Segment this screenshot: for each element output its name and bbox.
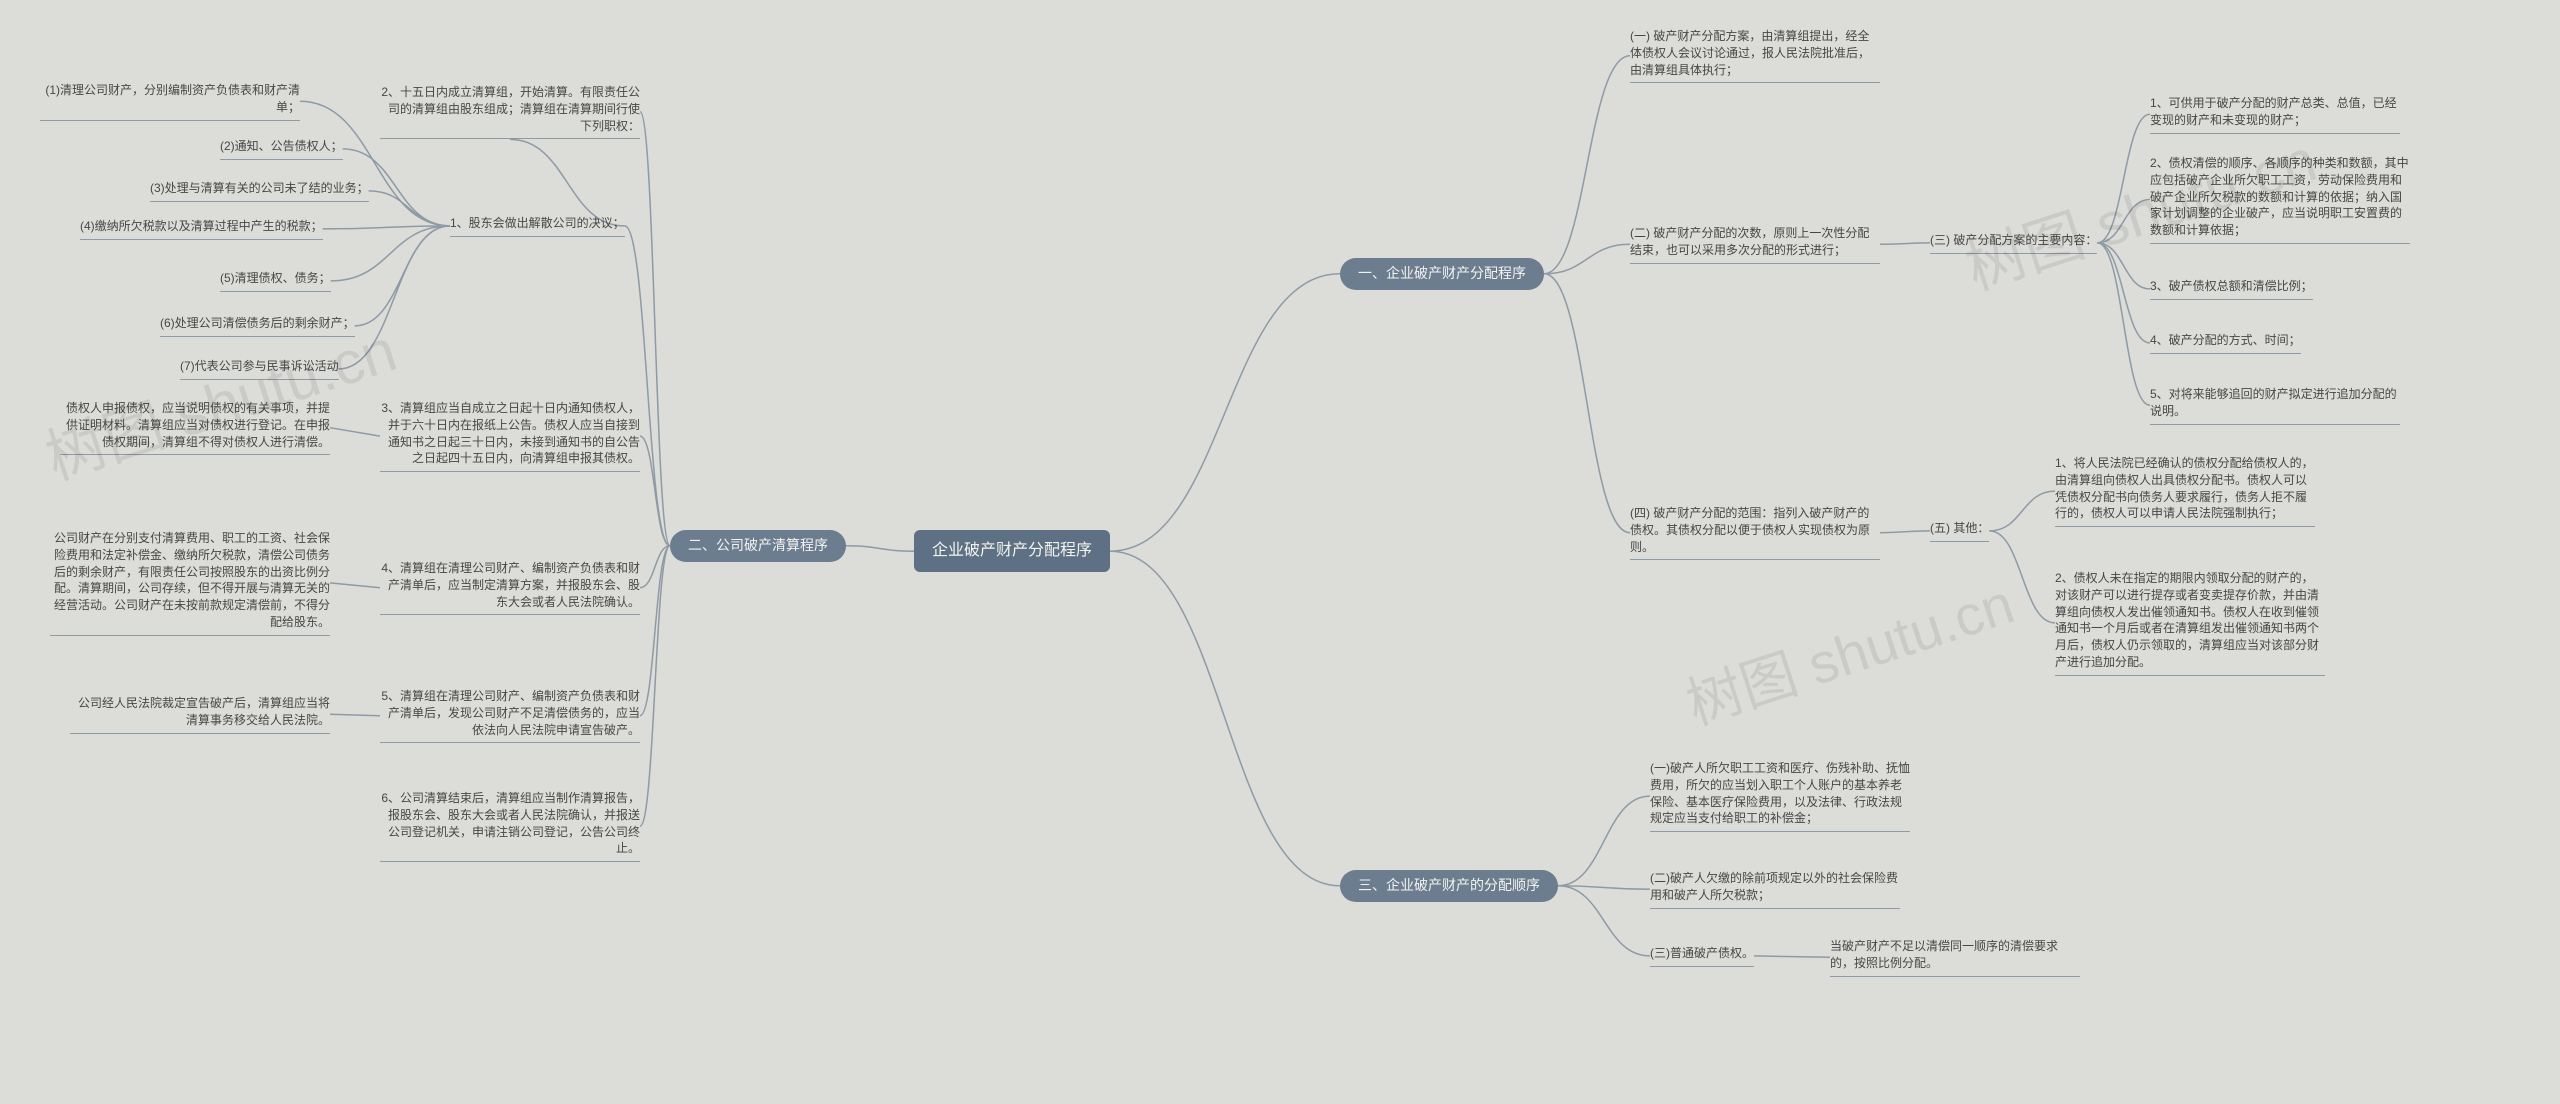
leaf-h5: 5、清算组在清理公司财产、编制资产负债表和财产清单后，发现公司财产不足清偿债务的… [380, 688, 640, 743]
leaf-h2: 2、十五日内成立清算组，开始清算。有限责任公司的清算组由股东组成；清算组在清算期… [380, 84, 640, 139]
leaf-f2: 2、债权人未在指定的期限内领取分配的财产的，对该财产可以进行提存或者变卖提存价款… [2055, 570, 2325, 676]
leaf-i6: (6)处理公司清偿债务后的剩余财产； [160, 315, 355, 337]
leaf-d1: (三) 破产分配方案的主要内容： [1930, 232, 2097, 254]
leaf-g3-detail: 当破产财产不足以清偿同一顺序的清偿要求的，按照比例分配。 [1830, 938, 2080, 977]
leaf-i4: (4)缴纳所欠税款以及清算过程中产生的税款； [80, 218, 323, 240]
leaf-f1: 1、将人民法院已经确认的债权分配给债权人的，由清算组向债权人出具债权分配书。债权… [2055, 455, 2315, 527]
leaf-e3: 3、破产债权总额和清偿比例； [2150, 278, 2313, 300]
leaf-c1: (一) 破产财产分配方案，由清算组提出，经全体债权人会议讨论通过，报人民法院批准… [1630, 28, 1880, 83]
leaf-i7: (7)代表公司参与民事诉讼活动 [180, 358, 339, 380]
leaf-d5: (五) 其他： [1930, 520, 1989, 542]
leaf-i3: (3)处理与清算有关的公司未了结的业务； [150, 180, 369, 202]
watermark-3: 树图 shutu.cn [1675, 559, 2023, 741]
leaf-h5-detail: 公司经人民法院裁定宣告破产后，清算组应当将清算事务移交给人民法院。 [70, 695, 330, 734]
leaf-c4: (四) 破产财产分配的范围：指列入破产财产的债权。其债权分配以便于债权人实现债权… [1630, 505, 1880, 560]
leaf-g2: (二)破产人欠缴的除前项规定以外的社会保险费用和破产人所欠税款； [1650, 870, 1900, 909]
leaf-h4-detail: 公司财产在分别支付清算费用、职工的工资、社会保险费用和法定补偿金、缴纳所欠税款，… [50, 530, 330, 636]
leaf-c2: (二) 破产财产分配的次数，原则上一次性分配结束，也可以采用多次分配的形式进行； [1630, 225, 1880, 264]
leaf-e4: 4、破产分配的方式、时间； [2150, 332, 2301, 354]
leaf-g3: (三)普通破产债权。 [1650, 945, 1754, 967]
leaf-h6: 6、公司清算结束后，清算组应当制作清算报告，报股东会、股东大会或者人民法院确认，… [380, 790, 640, 862]
branch-b2: 二、公司破产清算程序 [670, 530, 846, 562]
branch-b3: 三、企业破产财产的分配顺序 [1340, 870, 1558, 902]
leaf-e2: 2、债权清偿的顺序、各顺序的种类和数额，其中应包括破产企业所欠职工工资，劳动保险… [2150, 155, 2410, 244]
root-node: 企业破产财产分配程序 [914, 530, 1110, 572]
leaf-h3: 3、清算组应当自成立之日起十日内通知债权人，并于六十日内在报纸上公告。债权人应当… [380, 400, 640, 472]
leaf-e1: 1、可供用于破产分配的财产总类、总值，已经变现的财产和未变现的财产； [2150, 95, 2400, 134]
leaf-g1: (一)破产人所欠职工工资和医疗、伤残补助、抚恤费用，所欠的应当划入职工个人账户的… [1650, 760, 1910, 832]
leaf-h4: 4、清算组在清理公司财产、编制资产负债表和财产清单后，应当制定清算方案，并报股东… [380, 560, 640, 615]
leaf-i1: (1)清理公司财产，分别编制资产负债表和财产清单； [40, 82, 300, 121]
branch-b1: 一、企业破产财产分配程序 [1340, 258, 1544, 290]
leaf-h3-detail: 债权人申报债权，应当说明债权的有关事项，并提供证明材料。清算组应当对债权进行登记… [60, 400, 330, 455]
leaf-i5: (5)清理债权、债务； [220, 270, 331, 292]
leaf-i2: (2)通知、公告债权人； [220, 138, 343, 160]
leaf-e5: 5、对将来能够追回的财产拟定进行追加分配的说明。 [2150, 386, 2400, 425]
leaf-h1: 1、股东会做出解散公司的决议； [450, 215, 625, 237]
